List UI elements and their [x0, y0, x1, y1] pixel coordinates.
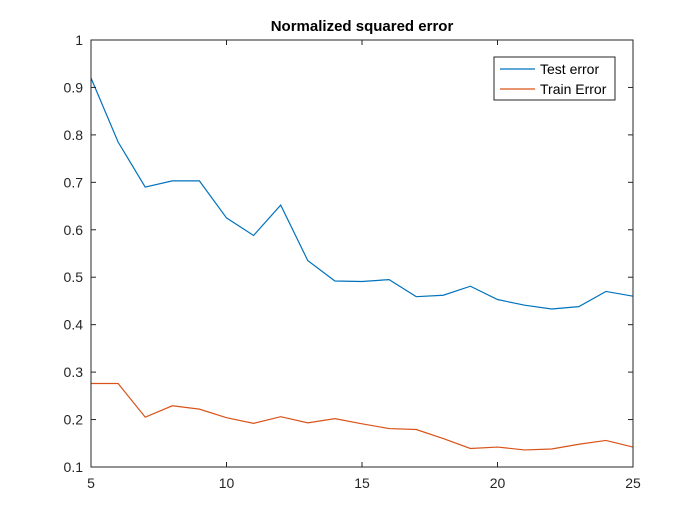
chart-title: Normalized squared error [271, 18, 454, 35]
y-tick-label: 0.6 [64, 222, 84, 238]
x-tick-label: 15 [354, 475, 370, 491]
x-tick-label: 5 [87, 475, 95, 491]
series-line-1 [90, 77, 634, 310]
series-line-2 [91, 382, 634, 451]
y-tick-label: 1 [75, 32, 83, 48]
x-tick-label: 10 [219, 475, 235, 491]
y-tick-label: 0.5 [64, 269, 84, 285]
legend-label: Train Error [540, 81, 607, 97]
y-tick-label: 0.9 [64, 79, 84, 95]
y-tick-label: 0.8 [64, 127, 84, 143]
x-tick-label: 20 [490, 475, 506, 491]
y-tick-label: 0.2 [64, 412, 84, 428]
legend: Test error Train Error [493, 56, 616, 101]
series-layer [90, 77, 634, 451]
plot-area [91, 40, 633, 467]
y-tick-label: 0.4 [64, 317, 84, 333]
y-tick-label: 0.7 [64, 174, 84, 190]
y-tick-label: 0.3 [64, 364, 84, 380]
y-tick-label: 0.1 [64, 459, 84, 475]
legend-box [493, 56, 616, 101]
legend-label: Test error [540, 61, 599, 77]
x-tick-label: 25 [625, 475, 641, 491]
axes-layer: 5 10 15 20 25 0.1 0.2 0.3 0.4 0.5 0.6 0.7 0.8 0.9 1 [64, 32, 641, 491]
